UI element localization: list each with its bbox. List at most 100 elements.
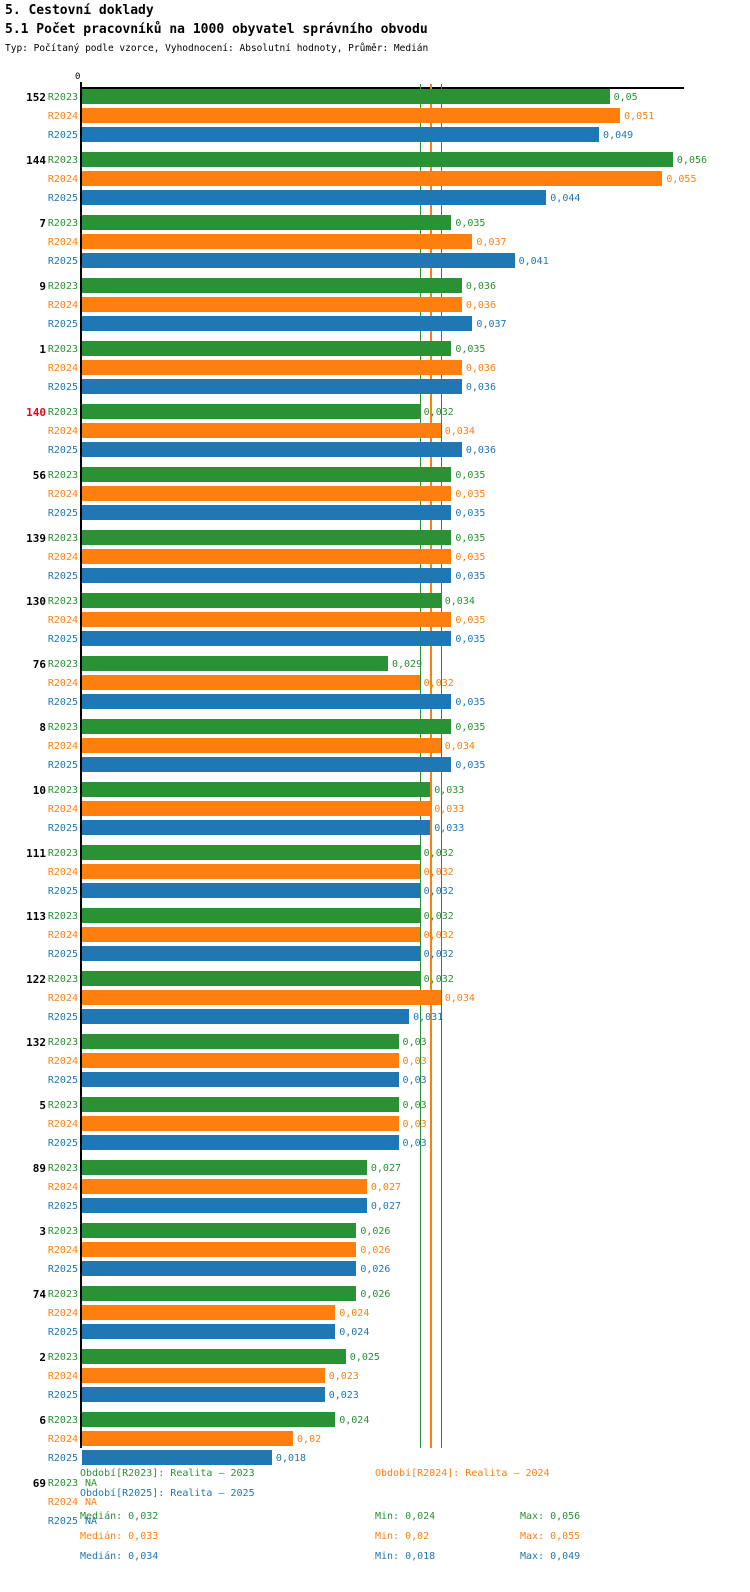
bar-r2023 xyxy=(82,1160,367,1175)
series-label-r2023: R2023 xyxy=(47,659,78,670)
bar-r2024 xyxy=(82,549,452,564)
bar-r2025 xyxy=(82,568,452,583)
series-label-r2023: R2023 xyxy=(47,344,78,355)
group-label: 152 xyxy=(26,91,46,104)
group-label: 3 xyxy=(39,1225,46,1238)
series-label-r2024: R2024 xyxy=(47,867,78,878)
group-label: 56 xyxy=(32,469,46,482)
bar-r2025 xyxy=(82,1387,325,1402)
series-label-r2023: R2023 xyxy=(47,218,78,229)
bar-value-label: 0,03 xyxy=(402,1056,427,1067)
series-label-r2025: R2025 xyxy=(47,760,78,771)
bar-value-label: 0,024 xyxy=(339,1327,370,1338)
bar-value-label: 0,032 xyxy=(423,407,454,418)
bar-value-label: 0,035 xyxy=(455,489,486,500)
series-label-r2024: R2024 xyxy=(47,1308,78,1319)
bar-r2025 xyxy=(82,1261,357,1276)
bar-value-label: 0,032 xyxy=(423,678,454,689)
group-label: 7 xyxy=(39,217,46,230)
group-label: 74 xyxy=(32,1288,46,1301)
series-label-r2025: R2025 xyxy=(47,256,78,267)
series-label-r2024: R2024 xyxy=(47,930,78,941)
chart-meta-subtitle: Typ: Počítaný podle vzorce, Vyhodnocení:… xyxy=(5,43,429,54)
legend-max-1: Max: 0,055 xyxy=(520,1531,581,1542)
bar-r2024 xyxy=(82,1116,399,1131)
group-label: 69 xyxy=(32,1477,46,1490)
bar-value-label: 0,027 xyxy=(370,1201,401,1212)
legend-entry-r2025: Období[R2025]: Realita – 2025 xyxy=(80,1488,255,1499)
group-label: 1 xyxy=(39,343,46,356)
legend-median-1: Medián: 0,033 xyxy=(80,1531,159,1542)
series-label-r2023: R2023 xyxy=(47,470,78,481)
series-label-r2024: R2024 xyxy=(47,741,78,752)
bar-r2025 xyxy=(82,253,515,268)
bar-r2023 xyxy=(82,908,420,923)
series-label-r2025: R2025 xyxy=(47,1138,78,1149)
group-label: 89 xyxy=(32,1162,46,1175)
bar-r2023 xyxy=(82,1223,357,1238)
series-label-r2023: R2023 xyxy=(47,1163,78,1174)
series-label-r2023: R2023 xyxy=(47,911,78,922)
bar-value-na: NA xyxy=(85,1516,98,1527)
series-label-r2024: R2024 xyxy=(47,1497,78,1508)
bar-value-label: 0,034 xyxy=(444,993,475,1004)
bar-r2025 xyxy=(82,316,473,331)
bar-value-label: 0,03 xyxy=(402,1119,427,1130)
series-label-r2024: R2024 xyxy=(47,678,78,689)
bar-r2023 xyxy=(82,656,388,671)
bar-value-label: 0,024 xyxy=(339,1415,370,1426)
bar-r2023 xyxy=(82,152,673,167)
legend-entry-r2024: Období[R2024]: Realita – 2024 xyxy=(375,1468,550,1479)
group-label: 2 xyxy=(39,1351,46,1364)
bar-value-label: 0,035 xyxy=(455,697,486,708)
bar-r2023 xyxy=(82,404,420,419)
bar-value-label: 0,032 xyxy=(423,911,454,922)
bar-r2024 xyxy=(82,864,420,879)
series-label-r2023: R2023 xyxy=(47,1415,78,1426)
bar-value-label: 0,035 xyxy=(455,508,486,519)
bar-value-label: 0,026 xyxy=(360,1245,391,1256)
series-label-r2023: R2023 xyxy=(47,722,78,733)
bar-value-label: 0,033 xyxy=(434,823,465,834)
group-label: 140 xyxy=(26,406,46,419)
bar-r2023 xyxy=(82,530,452,545)
series-label-r2025: R2025 xyxy=(47,130,78,141)
bar-r2023 xyxy=(82,215,452,230)
bar-r2025 xyxy=(82,820,431,835)
group-label: 122 xyxy=(26,973,46,986)
bar-value-label: 0,032 xyxy=(423,886,454,897)
bar-r2023 xyxy=(82,89,610,104)
bar-value-label: 0,029 xyxy=(392,659,423,670)
bar-r2023 xyxy=(82,1412,336,1427)
bar-value-label: 0,03 xyxy=(402,1037,427,1048)
bar-r2025 xyxy=(82,757,452,772)
bar-value-label: 0,035 xyxy=(455,552,486,563)
series-label-r2025: R2025 xyxy=(47,1201,78,1212)
bar-value-label: 0,035 xyxy=(455,470,486,481)
group-label: 76 xyxy=(32,658,46,671)
bar-value-label: 0,035 xyxy=(455,760,486,771)
series-label-r2024: R2024 xyxy=(47,1119,78,1130)
bar-value-label: 0,027 xyxy=(370,1182,401,1193)
series-label-r2023: R2023 xyxy=(47,533,78,544)
series-label-r2023: R2023 xyxy=(47,596,78,607)
bar-r2025 xyxy=(82,1450,272,1465)
bar-value-label: 0,036 xyxy=(465,363,496,374)
series-label-r2023: R2023 xyxy=(47,785,78,796)
legend-max-2: Max: 0,049 xyxy=(520,1551,581,1562)
bar-r2024 xyxy=(82,990,441,1005)
series-label-r2025: R2025 xyxy=(47,1075,78,1086)
bar-value-label: 0,035 xyxy=(455,571,486,582)
bar-r2024 xyxy=(82,486,452,501)
bar-r2025 xyxy=(82,1324,336,1339)
chart-title: 5.1 Počet pracovníků na 1000 obyvatel sp… xyxy=(5,22,428,37)
series-label-r2023: R2023 xyxy=(47,1037,78,1048)
bar-chart-plot-area: 0 152 R2023 0,05 R2024 0,051 R2025 0,049 144 R20… xyxy=(26,72,707,1527)
bar-value-label: 0,055 xyxy=(666,174,697,185)
bar-value-label: 0,035 xyxy=(455,634,486,645)
series-label-r2025: R2025 xyxy=(47,886,78,897)
bar-r2024 xyxy=(82,360,462,375)
group-label: 111 xyxy=(26,847,46,860)
bar-value-label: 0,03 xyxy=(402,1075,427,1086)
bar-value-label: 0,033 xyxy=(434,785,465,796)
